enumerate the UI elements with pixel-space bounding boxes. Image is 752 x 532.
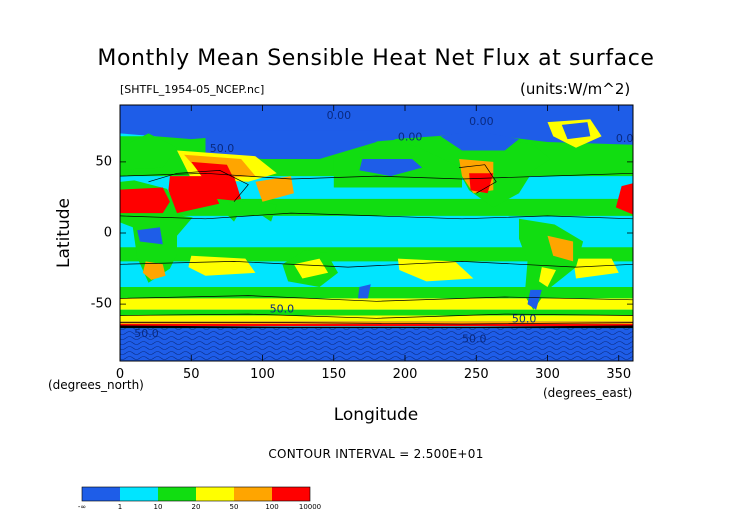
antarctic-coast-red xyxy=(120,324,633,327)
north-pacific-low xyxy=(359,159,423,177)
sahara-hot xyxy=(120,187,170,214)
contour-line xyxy=(120,172,633,180)
x-axis-unit: (degrees_north) xyxy=(48,378,144,392)
south-indian-yellow xyxy=(188,255,256,276)
colorbar-swatch xyxy=(82,487,120,501)
x-tick-label: 250 xyxy=(463,367,489,382)
x-tick-label: 350 xyxy=(606,367,632,382)
australia-inner xyxy=(293,258,329,279)
x-tick-label: 150 xyxy=(321,367,347,382)
colorbar-label: -∞ xyxy=(77,503,87,511)
south-america-east xyxy=(547,235,574,262)
siberia xyxy=(205,130,377,159)
contour-label: 0.00 xyxy=(398,131,423,144)
arabia-iran-hot xyxy=(168,176,242,214)
contour-label: 50.0 xyxy=(210,142,235,155)
colorbar-label: 10 xyxy=(153,503,163,511)
new-zealand xyxy=(358,284,371,299)
se-asia xyxy=(259,201,277,222)
colorbar-label: 20 xyxy=(191,503,201,511)
contour-label: 50.0 xyxy=(512,313,537,326)
south-pacific-yellow-1 xyxy=(397,258,474,282)
sahara-west xyxy=(120,193,135,208)
contour-lines xyxy=(120,164,633,325)
y-axis-label: Latitude xyxy=(54,198,74,268)
contour-interval: CONTOUR INTERVAL = 2.500E+01 xyxy=(268,447,484,461)
x-tick-label: 0 xyxy=(115,367,125,382)
contour-line xyxy=(120,261,633,268)
x-tick-label: 50 xyxy=(182,367,200,382)
x-axis-label: Longitude xyxy=(333,405,419,425)
contour-label: 50.0 xyxy=(134,327,159,340)
africa-west-edge xyxy=(615,183,633,215)
southern-ocean-yellow xyxy=(120,298,633,310)
y-tick-label: 0 xyxy=(103,225,112,241)
contour-label: 0.00 xyxy=(469,115,494,128)
x-tick-label: 100 xyxy=(250,367,275,382)
colorbar-label: 10000 xyxy=(298,503,322,511)
antarctic-coast-dense xyxy=(120,325,633,329)
colorbar-label: 100 xyxy=(265,503,279,511)
x-tick-label: 200 xyxy=(392,367,418,382)
india xyxy=(216,198,246,222)
contour-label: 50.0 xyxy=(462,333,487,346)
china xyxy=(255,176,294,202)
chart-subtitle: [SHTFL_1954-05_NCEP.nc] xyxy=(120,83,265,96)
colorbar xyxy=(81,486,311,502)
contour-line xyxy=(120,322,633,325)
contour-line xyxy=(459,164,497,194)
colorbar-swatch xyxy=(158,487,196,501)
colorbar-label: 1 xyxy=(117,503,123,511)
tropical-band-north xyxy=(120,198,633,216)
greenland-low xyxy=(561,122,591,140)
y-tick-label: -50 xyxy=(90,296,112,312)
colorbar-swatch xyxy=(272,487,310,501)
europe xyxy=(120,133,177,170)
south-atlantic-yellow xyxy=(573,258,619,279)
central-asia-hot xyxy=(191,161,234,182)
y-tick-label: 50 xyxy=(95,154,112,170)
units-label: (units:W/m^2) xyxy=(520,80,631,98)
north-america-north xyxy=(440,130,519,151)
colorbar-swatch xyxy=(234,487,272,501)
africa-south-hot xyxy=(142,261,166,280)
contour-line xyxy=(120,295,633,302)
antarctica-contours xyxy=(120,328,633,361)
y-axis-unit: (degrees_east) xyxy=(543,386,633,400)
tropical-band-south xyxy=(120,247,633,262)
south-america-south xyxy=(539,267,556,287)
chart-title: Monthly Mean Sensible Heat Net Flux at s… xyxy=(97,46,655,71)
contour-label: 50.0 xyxy=(270,303,295,316)
contour-labels: 0.00 0.00 0.00 0.00 50.0 50.0 50.0 50.0 50.0 xyxy=(134,109,641,346)
colorbar-label: 50 xyxy=(229,503,239,511)
contour-label: 0.00 xyxy=(616,132,641,145)
arctic-low xyxy=(120,105,633,145)
axis-ticks xyxy=(119,105,633,361)
contour-label: 0.00 xyxy=(327,109,352,122)
colorbar-swatch xyxy=(120,487,158,501)
patagonia xyxy=(527,289,542,310)
africa-central xyxy=(137,227,163,245)
contour-line xyxy=(148,170,249,202)
colorbar-swatch xyxy=(196,487,234,501)
colorbar-frame xyxy=(81,486,311,502)
contour-line xyxy=(120,313,633,319)
x-tick-label: 300 xyxy=(535,367,560,382)
contour-line xyxy=(120,212,633,220)
